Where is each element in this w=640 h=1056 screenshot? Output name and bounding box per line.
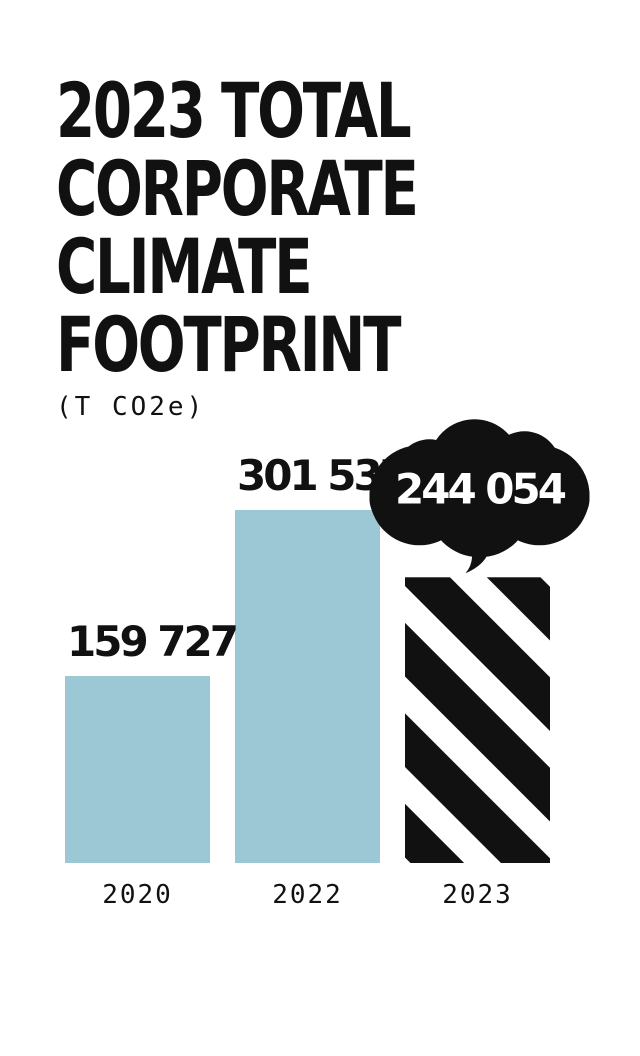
unit-label: (T CO2e) [56, 392, 206, 422]
value-label-2023: 244 054 [395, 464, 566, 513]
x-tick-label-2020: 2020 [102, 880, 173, 910]
x-tick-label-2022: 2022 [272, 880, 343, 910]
callout-bubble [369, 419, 590, 574]
x-tick-label-2023: 2023 [442, 880, 513, 910]
title-line-3: CLIMATE [56, 222, 313, 311]
bar-2023 [405, 577, 550, 863]
title-line-1: 2023 TOTAL [56, 66, 412, 155]
value-label-2020: 159 727 [67, 617, 236, 666]
bar-2022 [235, 510, 380, 863]
title-line-4: FOOTPRINT [56, 300, 402, 389]
title-line-2: CORPORATE [56, 144, 419, 233]
chart-title: 2023 TOTAL CORPORATE CLIMATE FOOTPRINT [56, 72, 470, 384]
bar-2020 [65, 676, 210, 863]
